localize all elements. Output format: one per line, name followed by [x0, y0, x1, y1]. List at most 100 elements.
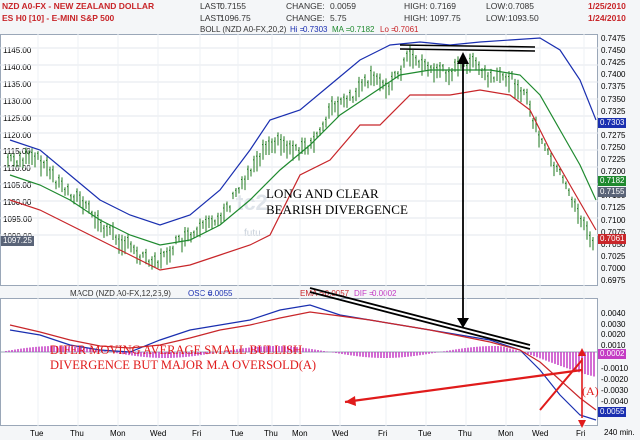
low-value: 1093.50	[508, 13, 539, 23]
date-primary: 1/25/2010	[588, 1, 626, 11]
macd-dif-label: DIF =	[354, 289, 374, 298]
price-panel[interactable]	[0, 34, 598, 286]
time-axis-label: Thu	[70, 429, 84, 438]
price-badge: 0.7303	[598, 118, 627, 128]
boll-name: BOLL (NZD A0-FX,20,2)	[200, 25, 287, 34]
boll-ma-label: MA =	[332, 25, 351, 34]
bullish-line-2: DIVERGENCE BUT MAJOR M.A OVERSOLD(A)	[50, 358, 317, 372]
left-scale-tick: 1110.00	[3, 164, 31, 174]
macd-name: MACD (NZD A0-FX,12,26,9)	[70, 289, 171, 298]
left-scale-tick: 1120.00	[3, 130, 32, 140]
date-secondary: 1/24/2010	[588, 13, 626, 23]
macd-scale-tick: 0.0030	[601, 320, 626, 329]
symbol-title-primary[interactable]: NZD A0-FX - NEW ZEALAND DOLLAR	[2, 1, 155, 11]
time-axis-label: Tue	[230, 429, 244, 438]
right-scale-tick: 0.7475	[601, 34, 626, 43]
macd-ema-label: EMA =	[300, 289, 324, 298]
boll-middle-band	[9, 69, 597, 246]
interval-label[interactable]: 240 min.	[604, 428, 635, 437]
macd-scale-tick: -0.0020	[601, 375, 629, 384]
macd-scale-tick: -0.0010	[601, 364, 629, 373]
right-scale-tick: 0.7350	[601, 94, 626, 104]
time-axis-label: Wed	[150, 429, 167, 438]
watermark: tc2	[236, 190, 268, 215]
price-badge: 0.0002	[598, 349, 627, 359]
right-scale-tick: 0.7325	[601, 106, 626, 116]
left-last-badge: 1097.25	[1, 236, 34, 246]
macd-panel[interactable]	[0, 298, 598, 426]
time-axis-label: Fri	[192, 429, 202, 438]
change-value: 5.75	[330, 13, 347, 23]
macd-signal-line	[9, 311, 597, 411]
macd-dif-value: 0.0002	[372, 289, 397, 298]
last-value: 0.7155	[220, 1, 246, 11]
time-axis-label: Mon	[110, 429, 126, 438]
change-label: CHANGE:	[286, 13, 325, 23]
time-axis-label: Tue	[418, 429, 432, 438]
boll-lower-band	[9, 89, 597, 271]
right-scale-tick: 0.7375	[601, 82, 626, 92]
low-label: LOW:	[486, 13, 508, 23]
macd-line	[9, 304, 597, 421]
boll-lo-label: Lo =	[380, 25, 396, 34]
price-badge: 0.7182	[598, 176, 627, 186]
divergence-arrow-head	[457, 52, 469, 64]
left-scale-tick: 1130.00	[3, 96, 32, 106]
left-scale-tick: 1095.00	[3, 215, 32, 224]
time-axis-label: Mon	[498, 429, 514, 438]
symbol-row-primary: NZD A0-FX - NEW ZEALAND DOLLAR LAST: 0.7…	[0, 0, 640, 12]
boll-ma-value: 0.7182	[350, 25, 375, 34]
right-scale-tick: 0.7025	[601, 251, 626, 261]
symbol-title-secondary[interactable]: ES H0 [10] - E-MINI S&P 500	[2, 13, 115, 23]
boll-lo-value: 0.7061	[394, 25, 419, 34]
left-scale-tick: 1105.00	[3, 181, 32, 191]
right-scale-tick: 0.7250	[601, 142, 626, 152]
bearish-line-1: LONG AND CLEAR	[266, 186, 379, 201]
price-badge: 0.0055	[598, 407, 627, 417]
time-axis-label: Thu	[264, 429, 278, 438]
high-label: HIGH:	[404, 13, 428, 23]
left-scale-tick: 1135.00	[3, 79, 32, 89]
right-scale-tick: 0.7225	[601, 155, 626, 164]
high-value: 1097.75	[430, 13, 461, 23]
macd-scale-tick: 0.0010	[601, 341, 626, 350]
right-scale-tick: 0.7075	[601, 227, 626, 237]
left-scale-tick: 1115.00	[3, 147, 31, 157]
left-scale-tick: 1125.00	[3, 113, 32, 123]
last-label: LAST:	[200, 13, 223, 23]
divergence-arrow-head	[457, 318, 469, 328]
upper-trend-line	[399, 44, 536, 48]
low-label: LOW:	[486, 1, 508, 11]
bearish-annotation: LONG AND CLEAR BEARISH DIVERGENCE	[266, 186, 408, 218]
time-axis-label: Mon	[292, 429, 308, 438]
time-axis-label: Thu	[458, 429, 472, 438]
time-axis-label: Wed	[532, 429, 549, 438]
bullish-divergence-line	[539, 359, 583, 411]
right-scale-tick: 0.7000	[601, 263, 626, 273]
macd-trend-line	[309, 287, 531, 346]
time-axis-label: Wed	[332, 429, 349, 438]
last-value: 1096.75	[220, 13, 251, 23]
left-scale-tick: 1140.00	[3, 62, 32, 72]
macd-scale-tick: -0.0030	[601, 386, 629, 395]
right-scale-tick: 0.7450	[601, 46, 626, 56]
macd-scale-tick: 0.0020	[601, 330, 626, 339]
marker-bracket-head	[578, 348, 586, 356]
macd-osc-value: 0.0055	[208, 289, 233, 298]
right-scale-tick: 0.7200	[601, 167, 626, 177]
change-label: CHANGE:	[286, 1, 325, 11]
right-scale-tick: 0.7050	[601, 239, 626, 249]
bullish-line-1: DIFER MOVING AVERAGE SMALL BULLISH	[50, 343, 303, 357]
right-scale-tick: 0.7100	[601, 215, 626, 225]
boll-hi-value: 0.7303	[303, 25, 328, 34]
upper-trend-line	[399, 48, 536, 52]
right-scale-tick: 0.7400	[601, 70, 626, 80]
price-badge: 0.7155	[598, 187, 627, 197]
price-badge: 0.7061	[598, 234, 627, 244]
low-value: 0.7085	[508, 1, 534, 11]
time-axis-label: Fri	[576, 429, 586, 438]
boll-legend: BOLL (NZD A0-FX,20,2) Hi = 0.7303 MA = 0…	[0, 24, 640, 36]
oversold-arrow-head	[345, 396, 356, 406]
